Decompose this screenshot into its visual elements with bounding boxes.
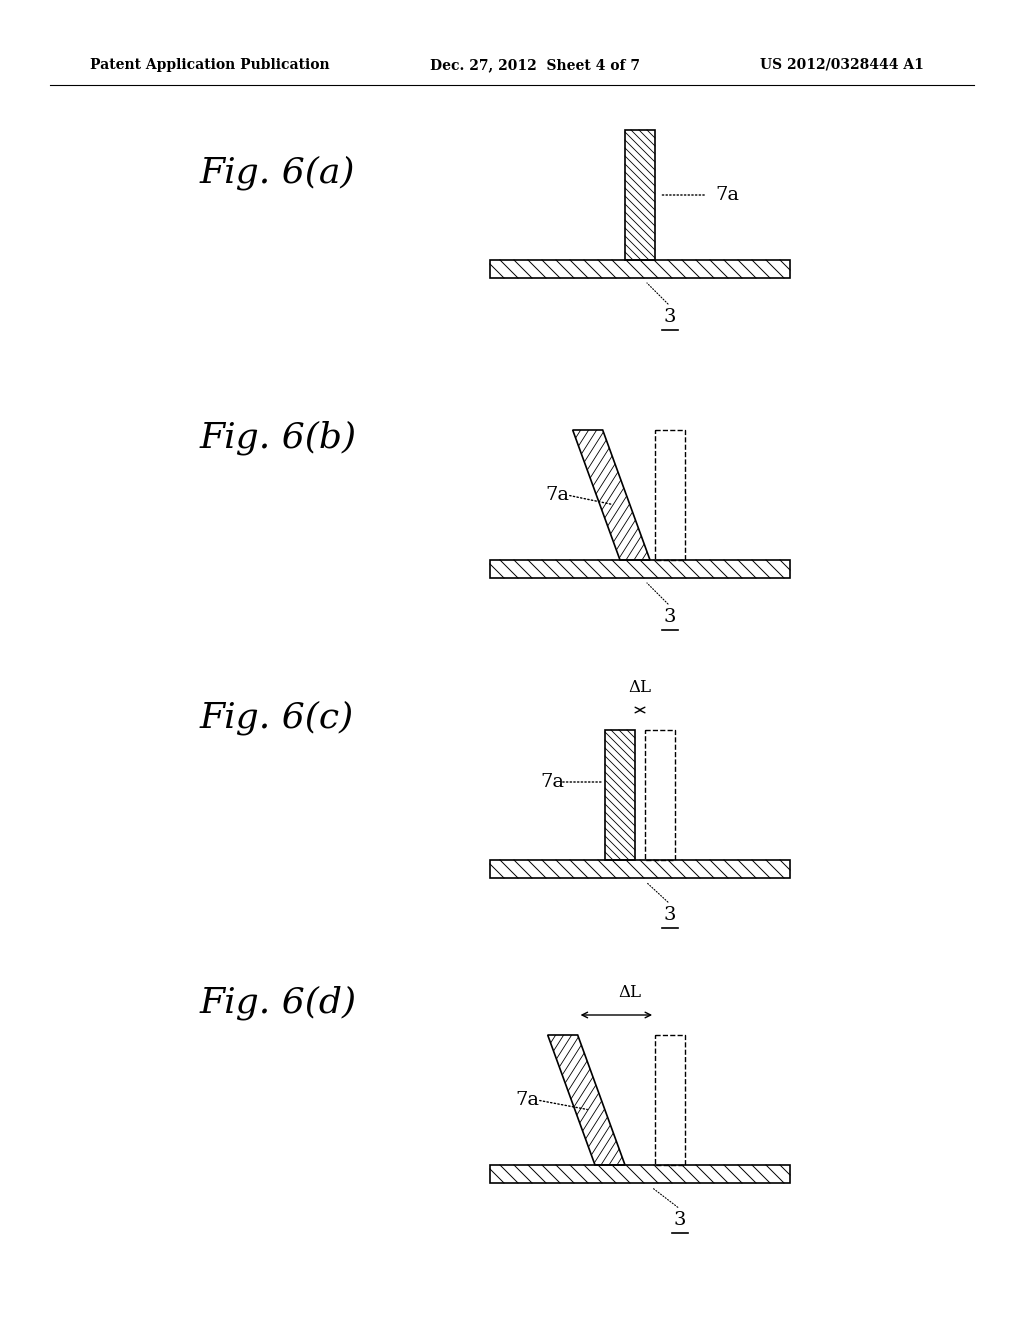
Bar <box>490 560 790 578</box>
Bar <box>490 1166 790 1183</box>
Bar <box>645 730 675 861</box>
Text: 3: 3 <box>664 609 676 626</box>
Text: 7a: 7a <box>540 774 564 791</box>
Text: Fig. 6(c): Fig. 6(c) <box>200 700 354 734</box>
Text: 3: 3 <box>664 308 676 326</box>
Text: ΔL: ΔL <box>629 678 651 696</box>
Text: Patent Application Publication: Patent Application Publication <box>90 58 330 73</box>
Text: Fig. 6(a): Fig. 6(a) <box>200 154 355 190</box>
Text: 7a: 7a <box>715 186 739 205</box>
Text: 3: 3 <box>664 906 676 924</box>
Bar <box>490 861 790 878</box>
Bar <box>605 730 635 861</box>
Bar <box>490 260 790 279</box>
Text: 3: 3 <box>674 1210 686 1229</box>
Text: ΔL: ΔL <box>618 983 641 1001</box>
Text: Fig. 6(b): Fig. 6(b) <box>200 420 357 454</box>
Bar <box>655 1035 685 1166</box>
Text: Fig. 6(d): Fig. 6(d) <box>200 985 357 1019</box>
Bar <box>655 430 685 560</box>
Text: 7a: 7a <box>545 486 569 504</box>
Bar <box>625 129 655 260</box>
Text: 7a: 7a <box>515 1092 539 1109</box>
Text: Dec. 27, 2012  Sheet 4 of 7: Dec. 27, 2012 Sheet 4 of 7 <box>430 58 640 73</box>
Text: US 2012/0328444 A1: US 2012/0328444 A1 <box>760 58 924 73</box>
